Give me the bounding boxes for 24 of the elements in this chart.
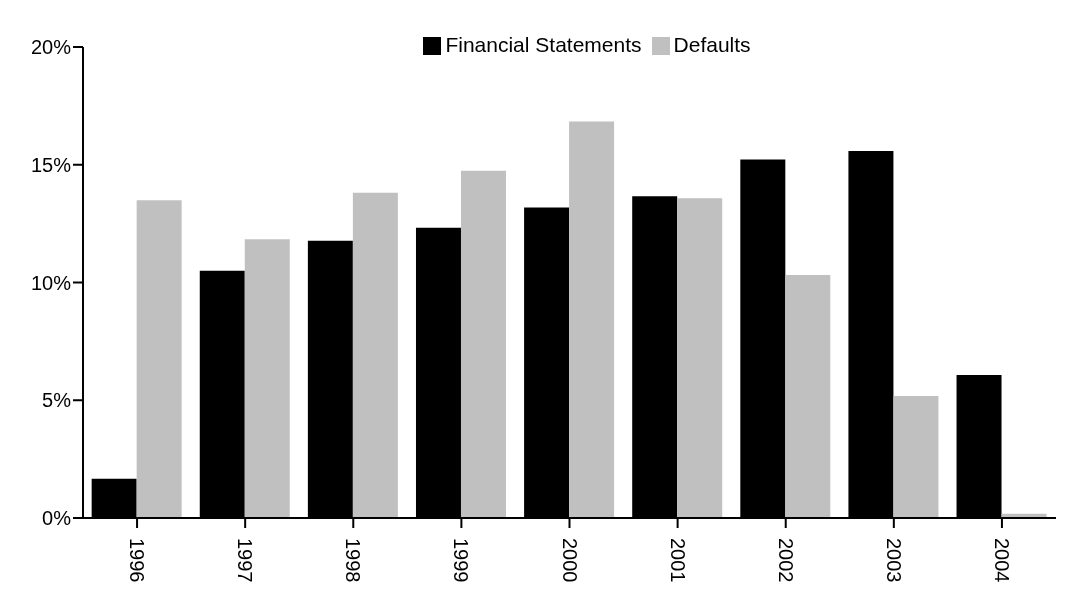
bar — [677, 198, 723, 518]
legend-label: Financial Statements — [445, 33, 642, 56]
x-tick-label: 1996 — [126, 538, 149, 583]
x-tick-label: 2003 — [882, 538, 905, 583]
y-tick-label: 5% — [42, 389, 72, 412]
bar — [460, 170, 506, 518]
bar — [569, 121, 615, 518]
y-tick-label: 10% — [30, 271, 72, 294]
bar — [352, 192, 398, 518]
x-tick-label: 2001 — [666, 538, 689, 583]
bar — [244, 239, 290, 518]
bar — [136, 200, 182, 518]
x-tick-label: 1999 — [450, 538, 473, 583]
x-tick-label: 1998 — [342, 538, 365, 583]
y-tick-label: 0% — [42, 507, 72, 530]
y-tick-label: 15% — [30, 153, 72, 176]
y-tick-label: 20% — [30, 36, 72, 59]
bar — [785, 274, 831, 518]
legend-label: Defaults — [673, 33, 751, 56]
bar — [893, 396, 939, 518]
x-tick-label: 2002 — [774, 538, 797, 583]
x-tick-label: 1997 — [234, 538, 257, 583]
x-tick-label: 2004 — [990, 538, 1013, 583]
x-tick-label: 2000 — [558, 538, 581, 583]
